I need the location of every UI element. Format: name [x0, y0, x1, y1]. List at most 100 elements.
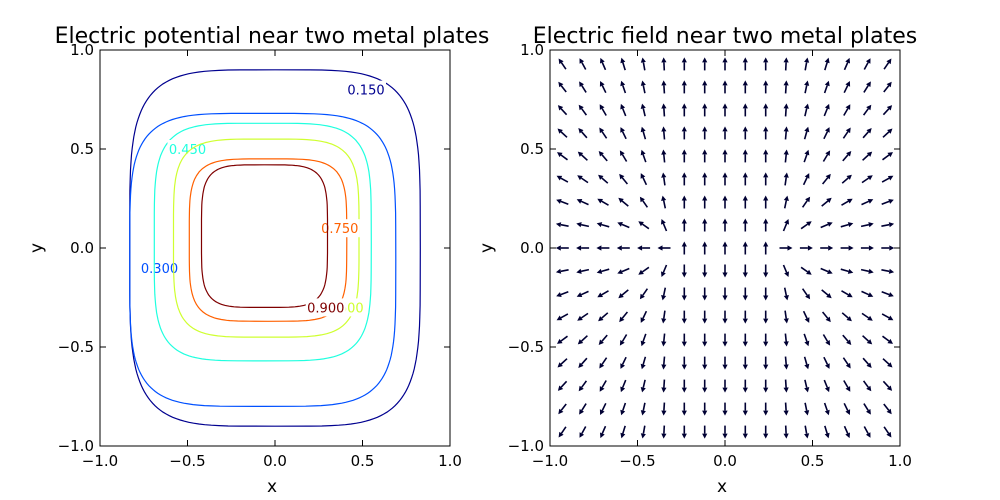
- field-arrow: [702, 310, 708, 324]
- field-arrow: [742, 310, 748, 324]
- field-arrow: [579, 58, 587, 70]
- field-arrow: [763, 126, 769, 140]
- field-arrow: [681, 287, 687, 301]
- field-arrow: [742, 402, 748, 416]
- field-arrow: [576, 290, 589, 297]
- field-arrow: [763, 402, 769, 416]
- field-arrow: [661, 57, 667, 71]
- potential-ytick-label: 0.5: [70, 140, 94, 158]
- field-arrow: [881, 245, 895, 251]
- field-arrow: [661, 356, 667, 370]
- field-arrow: [722, 287, 728, 301]
- field-arrow: [619, 311, 629, 323]
- field-arrow: [576, 222, 590, 228]
- field-arrow: [639, 196, 649, 208]
- field-arrow: [742, 57, 748, 71]
- field-arrow: [661, 264, 668, 277]
- field-arrow: [821, 197, 832, 207]
- field-arrow: [861, 175, 873, 184]
- field-arrow: [783, 425, 789, 439]
- field-arrow: [599, 81, 607, 94]
- field-arrow: [742, 103, 748, 117]
- field-arrow: [783, 149, 789, 163]
- field-arrow: [620, 103, 627, 117]
- field-arrow: [702, 241, 708, 255]
- field-arrow: [661, 149, 667, 163]
- contour-label-0.150: 0.150: [347, 84, 384, 99]
- field-arrow: [558, 81, 567, 93]
- field-arrow: [862, 380, 872, 392]
- potential-xtick-label: −0.5: [169, 452, 205, 470]
- field-arrow: [555, 222, 569, 228]
- field-arrow: [600, 57, 607, 71]
- field-arrow: [661, 103, 667, 117]
- field-arrow: [841, 290, 853, 298]
- field-arrow: [620, 402, 627, 416]
- field-arrow: [783, 402, 789, 416]
- field-arrow: [763, 149, 769, 163]
- field-arrow: [842, 127, 851, 139]
- contour-label-bg: [167, 140, 208, 158]
- field-chart: Electric field near two metal plates x y…: [477, 24, 917, 497]
- field-arrow: [801, 288, 811, 300]
- field-arrow: [556, 291, 569, 297]
- field-arrow: [803, 333, 810, 347]
- field-arrow: [576, 268, 590, 274]
- field-arrow: [843, 57, 850, 71]
- field-arrow: [681, 80, 687, 94]
- field-arrow: [804, 80, 810, 94]
- field-arrow: [598, 312, 609, 322]
- field-arrow: [620, 80, 627, 94]
- field-arrow: [742, 241, 748, 255]
- field-arrow: [742, 425, 748, 439]
- field-arrow: [640, 402, 646, 416]
- field-arrow: [599, 380, 607, 392]
- field-arrow: [802, 310, 810, 323]
- field-arrow: [555, 268, 569, 274]
- field-arrow: [618, 197, 629, 207]
- field-arrow: [579, 81, 587, 93]
- field-arrow: [783, 195, 789, 209]
- field-arrow: [840, 245, 854, 251]
- field-arrow: [861, 290, 874, 297]
- field-arrow: [640, 103, 646, 117]
- field-arrow: [596, 245, 610, 251]
- field-arrow: [840, 268, 854, 274]
- field-arrow: [722, 310, 728, 324]
- field-arrow: [619, 150, 628, 162]
- field-arrow: [782, 219, 789, 232]
- field-arrow: [702, 287, 708, 301]
- field-arrow: [681, 310, 687, 324]
- field-arrow: [722, 402, 728, 416]
- potential-axes-frame: [99, 49, 451, 447]
- field-arrow: [823, 127, 830, 140]
- field-arrow: [843, 402, 851, 415]
- field-arrow: [804, 402, 810, 416]
- field-axes-frame: [549, 49, 901, 447]
- field-arrow: [742, 264, 748, 278]
- field-arrow: [763, 379, 769, 393]
- field-arrow: [661, 195, 667, 209]
- field-arrow: [702, 172, 708, 186]
- field-arrow: [722, 195, 728, 209]
- field-arrow: [800, 221, 812, 230]
- field-arrow: [882, 152, 893, 161]
- field-arrow: [823, 103, 830, 117]
- field-arrow: [783, 333, 789, 347]
- field-arrow: [783, 310, 789, 324]
- field-arrow: [860, 245, 874, 251]
- field-ytick-label: 0.0: [520, 239, 544, 257]
- field-arrow: [842, 334, 852, 345]
- field-arrow: [822, 334, 831, 346]
- potential-title: Electric potential near two metal plates: [55, 24, 490, 49]
- field-arrow: [803, 149, 810, 163]
- field-arrow: [702, 333, 708, 347]
- potential-ytick-label: 1.0: [70, 41, 94, 59]
- field-arrow: [555, 245, 569, 251]
- field-arrow: [783, 172, 789, 186]
- field-arrow: [804, 57, 810, 71]
- field-arrow: [843, 425, 850, 439]
- field-arrow: [783, 80, 789, 94]
- field-xlabel: x: [717, 477, 727, 496]
